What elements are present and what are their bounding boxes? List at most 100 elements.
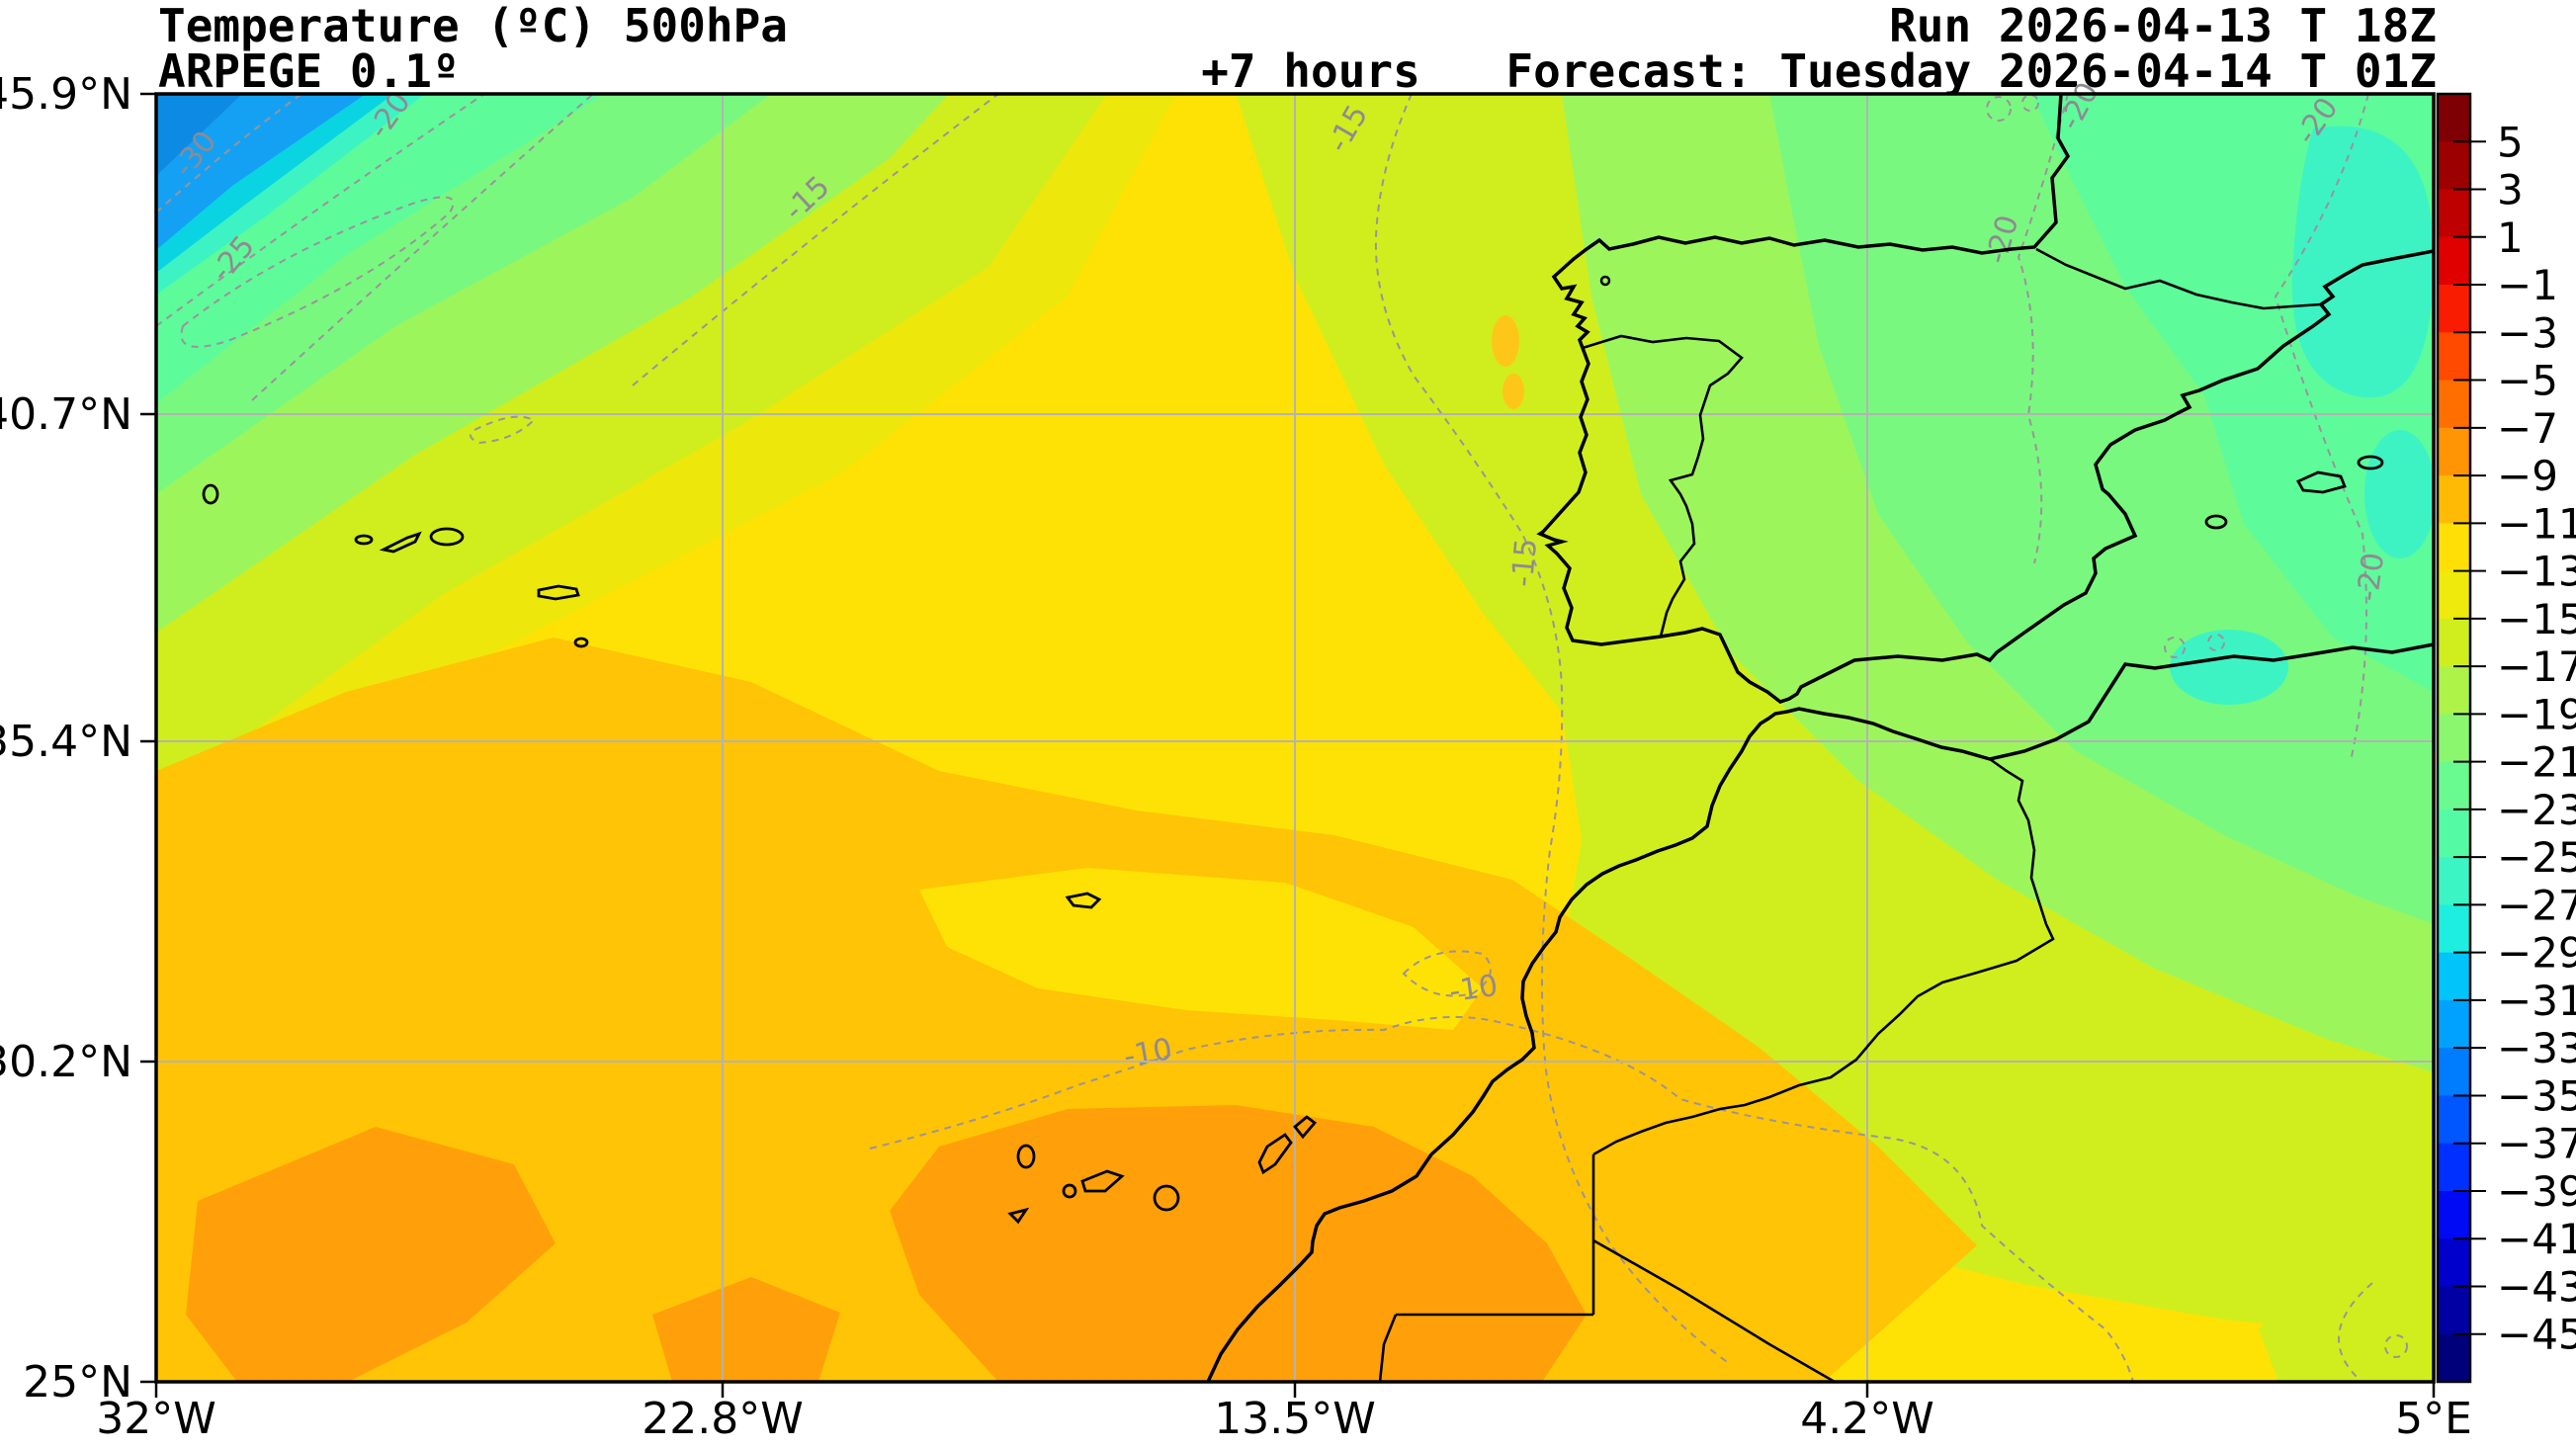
border-portugal-spain	[1582, 334, 1744, 638]
islands-azores	[202, 483, 589, 648]
forecast-label: Forecast: Tuesday 2026-04-14 T 01Z	[1505, 44, 2437, 98]
colorbar-segment	[2438, 761, 2470, 810]
colorbar-tick-label: −11	[2497, 499, 2576, 548]
island-cies	[1599, 275, 1611, 287]
contour-value-label: -15	[1505, 537, 1544, 588]
island-la-palma	[1016, 1144, 1036, 1169]
colorbar-tick-label: −25	[2497, 833, 2576, 882]
field-blob-orange-morocco	[890, 1105, 1587, 1382]
islands-canary	[1007, 1115, 1318, 1225]
colorbar-segment	[2438, 952, 2470, 1001]
field-patch-yellow-green-se	[2259, 1257, 2434, 1382]
colorbar-tick-label: −21	[2497, 738, 2576, 787]
colorbar-segment	[2438, 189, 2470, 238]
contour-loop-1	[1986, 96, 2012, 122]
island-flores	[202, 483, 219, 505]
island-ibiza	[2204, 514, 2228, 530]
colorbar-tick-label: −35	[2497, 1071, 2576, 1120]
colorbar-tick-label: 3	[2497, 166, 2524, 214]
island-gran-canaria	[1153, 1184, 1180, 1212]
border-algeria-mauritania-diagonal	[1592, 1238, 1836, 1382]
contour-loop-2	[2021, 94, 2039, 112]
lat-tick-label: 25°N	[23, 1357, 132, 1407]
colorbar-segment	[2438, 427, 2470, 476]
field-patch-turquoise-2	[2364, 430, 2434, 558]
coastline-iberia-france	[1536, 94, 2434, 704]
border-mauritania-west	[1378, 1314, 1398, 1382]
field-wedge-yellow	[919, 868, 1483, 1030]
model-label: ARPEGE 0.1º	[158, 44, 460, 98]
run-label: Run 2026-04-13 T 18Z	[1889, 0, 2437, 52]
island-terceira	[429, 527, 465, 547]
island-tenerife	[1080, 1169, 1125, 1193]
field-patch-turquoise-1	[2291, 126, 2434, 398]
island-el-hierro	[1007, 1207, 1030, 1225]
colorbar-tick-label: −37	[2497, 1120, 2576, 1168]
colorbar-tick-label: −39	[2497, 1167, 2576, 1216]
colorbar-tick-label: −13	[2497, 548, 2576, 596]
colorbar-segment	[2438, 285, 2470, 333]
colorbar-tick-label: −17	[2497, 642, 2576, 691]
lon-tick-label: 22.8°W	[642, 1394, 803, 1444]
island-mallorca	[2296, 470, 2347, 494]
colorbar-segment	[2438, 1048, 2470, 1097]
colorbar-tick-label: −45	[2497, 1311, 2576, 1359]
contour-minus10	[869, 1015, 2134, 1382]
axes: 45.9°N 40.7°N 35.4°N 30.2°N 25°N32°W 22.8°W 13…	[0, 69, 2472, 1444]
colorbar-segment	[2438, 1190, 2470, 1239]
colorbar-segment	[2438, 380, 2470, 429]
lon-tick-label: 32°W	[96, 1394, 216, 1444]
contour-minus25-loop	[180, 196, 455, 348]
colorbar-tick-label: −9	[2497, 452, 2558, 500]
border-pyrenees	[2035, 247, 2322, 310]
field-band-blue-nw	[156, 94, 366, 250]
colorbar-segment	[2438, 332, 2470, 382]
colorbar-tick-label: −1	[2497, 261, 2558, 309]
colorbar-segment	[2438, 141, 2470, 191]
field-blob-orange-sw	[186, 1127, 556, 1382]
grid-lines	[156, 94, 2434, 1382]
colorbar-tick-label: −31	[2497, 977, 2576, 1025]
colorbar-segment	[2438, 666, 2470, 715]
field-spot-amber-2	[1503, 374, 1524, 409]
header: Temperature (ºC) 500hPa ARPEGE 0.1º +7 h…	[158, 0, 2437, 98]
colorbar-tick-label: −29	[2497, 929, 2576, 978]
colorbar-segment	[2438, 999, 2470, 1049]
contour-minus15-oval	[470, 415, 536, 445]
page-title: Temperature (ºC) 500hPa	[158, 0, 788, 52]
lead-time-label: +7 hours	[1201, 44, 1420, 98]
contour-minus30	[156, 94, 302, 213]
islands-balearic	[2204, 455, 2384, 530]
colorbar-frame	[2436, 92, 2472, 1384]
colorbar-segment	[2438, 1333, 2470, 1383]
colorbar-segment	[2438, 1143, 2470, 1192]
colorbar-tick-label: −15	[2497, 595, 2576, 643]
colorbar-tick-label: −27	[2497, 881, 2576, 929]
colorbar-tick-label: −43	[2497, 1262, 2576, 1311]
colorbar-tick-label: −3	[2497, 308, 2558, 357]
contour-minus15-iberia	[1374, 94, 1731, 1365]
field-spot-amber-1	[1492, 315, 1519, 367]
island-santa-maria	[573, 637, 589, 648]
island-lanzarote	[1293, 1115, 1318, 1140]
contour-minus20-spain	[2017, 94, 2069, 564]
island-sao-miguel	[537, 584, 580, 601]
field-region-amber-south	[156, 638, 1977, 1382]
colorbar-tick-label: 1	[2497, 213, 2524, 262]
colorbar-tick-label: −19	[2497, 690, 2576, 738]
lat-tick-label: 40.7°N	[0, 389, 132, 440]
coastline-north-africa	[1206, 642, 2434, 1382]
coastlines-and-borders	[202, 94, 2434, 1382]
island-fuerteventura	[1257, 1133, 1293, 1175]
colorbar-segment	[2438, 714, 2470, 763]
contour-se-loop-2	[2384, 1334, 2408, 1358]
contour-value-label: -10	[1121, 1032, 1174, 1074]
island-madeira	[1065, 892, 1102, 909]
contour-value-label: -20	[2351, 551, 2391, 603]
lon-tick-label: 5°E	[2395, 1394, 2472, 1444]
lat-tick-label: 45.9°N	[0, 69, 132, 120]
contour-minus25	[156, 94, 485, 327]
colorbar-segment	[2438, 618, 2470, 667]
lat-tick-label: 35.4°N	[0, 717, 132, 767]
